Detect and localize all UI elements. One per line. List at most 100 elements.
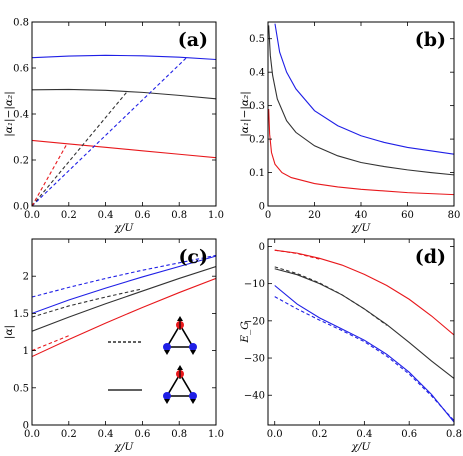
series-line-black-dashed — [274, 266, 388, 326]
x-tick-label: 0.6 — [134, 210, 150, 221]
figure-panels: 0.0 0.2 0.4 0.6 0.8 1.0 0.0 0.2 0.4 0.6 0.8 χ/U |α₁|… — [3, 18, 462, 454]
x-tick-label: 0.8 — [446, 429, 462, 440]
x-tick-label: 60 — [401, 210, 414, 221]
y-tick-label: 2 — [23, 272, 29, 283]
site-blue — [163, 343, 171, 351]
y-tick-label: 0.5 — [249, 34, 265, 45]
y-tick-label: 0.2 — [249, 135, 265, 146]
x-tick-label: 0.0 — [24, 210, 40, 221]
y-tick-label: −30 — [244, 354, 265, 365]
x-tick-label: 0.2 — [61, 429, 77, 440]
series-line-blue-solid — [32, 255, 216, 314]
triangle-outline — [165, 372, 195, 397]
spin-arrow-icon — [164, 399, 170, 404]
series-line-red-dashed — [274, 249, 320, 260]
series-line-blue-solid — [274, 285, 454, 423]
legend-solid-triangle-icon — [163, 365, 197, 404]
panel-c: 0.0 0.2 0.4 0.6 0.8 1.0 0 0.5 1 1.5 2 χ/U |α| (c) — [3, 238, 224, 453]
panel-label: (a) — [178, 29, 208, 51]
x-tick-label: 20 — [308, 210, 321, 221]
series-group — [268, 23, 454, 196]
series-line-black-solid — [32, 88, 216, 100]
y-axis-label: E_G — [239, 321, 251, 343]
site-blue — [163, 392, 171, 400]
legend — [108, 316, 197, 404]
series-line-red-solid — [32, 277, 216, 358]
series-line-blue-dashed — [32, 57, 187, 206]
series-line-blue-solid — [32, 54, 216, 61]
legend-dashed-triangle-icon — [163, 316, 197, 355]
y-tick-label: 0.2 — [13, 156, 29, 167]
x-tick-label: 0.6 — [401, 429, 417, 440]
x-tick-label: 0 — [265, 210, 271, 221]
y-axis-label: |α₁|−|α₂| — [3, 91, 16, 137]
y-tick-label: −10 — [244, 279, 265, 290]
y-tick-label: 0.6 — [13, 64, 29, 75]
series-line-red-dashed — [32, 335, 70, 352]
x-tick-label: 0.0 — [267, 429, 283, 440]
panel-label: (b) — [415, 29, 446, 51]
series-group — [32, 54, 216, 206]
y-tick-label: 1 — [23, 346, 29, 357]
spin-arrow-icon — [177, 365, 183, 370]
x-tick-label: 1.0 — [208, 429, 224, 440]
panel-d: 0.0 0.2 0.4 0.6 0.8 0 −10 −20 −30 −40 χ/U E_G (d) — [239, 238, 462, 453]
y-tick-label: 0.3 — [249, 101, 265, 112]
x-tick-label: 0.8 — [171, 210, 187, 221]
series-line-black-dashed — [32, 288, 143, 318]
y-tick-label: 0.0 — [13, 202, 29, 213]
triangle-outline — [165, 323, 195, 348]
x-tick-label: 0.6 — [134, 429, 150, 440]
x-tick-label: 1.0 — [208, 210, 224, 221]
x-axis-label: χ/U — [114, 441, 135, 453]
series-line-blue-dashed — [274, 296, 454, 421]
y-tick-label: 0.1 — [249, 168, 265, 179]
x-axis-label: χ/U — [351, 441, 372, 453]
x-tick-label: 40 — [355, 210, 368, 221]
series-group — [274, 249, 454, 423]
series-line-black-solid — [268, 25, 454, 176]
panel-label: (d) — [415, 246, 446, 268]
series-group — [32, 254, 216, 358]
spin-arrow-icon — [190, 350, 196, 355]
y-tick-label: 0 — [259, 242, 265, 253]
site-blue — [189, 343, 197, 351]
y-axis-label: |α₁|−|α₂| — [239, 91, 252, 137]
x-tick-label: 0.0 — [24, 429, 40, 440]
series-line-blue-solid — [274, 23, 454, 155]
panel-b: 0 20 40 60 80 0 0.1 0.2 0.3 0.4 0.5 χ/U |α₁|−|α₂| (b) — [239, 21, 461, 234]
y-tick-label: 1.5 — [13, 309, 29, 320]
spin-arrow-icon — [190, 399, 196, 404]
y-tick-label: 0 — [259, 202, 265, 213]
x-tick-label: 0.2 — [312, 429, 328, 440]
x-tick-label: 80 — [448, 210, 461, 221]
y-tick-label: −20 — [244, 316, 265, 327]
x-tick-label: 0.2 — [61, 210, 77, 221]
y-axis-label: |α| — [3, 325, 16, 339]
x-tick-label: 0.4 — [356, 429, 372, 440]
series-line-black-solid — [274, 268, 454, 379]
y-tick-label: 0.5 — [13, 383, 29, 394]
site-blue — [189, 392, 197, 400]
x-tick-label: 0.8 — [171, 429, 187, 440]
y-tick-label: 0.4 — [249, 68, 265, 79]
y-tick-label: 0.4 — [13, 110, 29, 121]
spin-arrow-icon — [164, 350, 170, 355]
panel-a: 0.0 0.2 0.4 0.6 0.8 1.0 0.0 0.2 0.4 0.6 0.8 χ/U |α₁|… — [3, 18, 224, 235]
plot-frame — [31, 238, 217, 426]
y-tick-label: −40 — [244, 391, 265, 402]
x-tick-label: 0.4 — [98, 210, 114, 221]
spin-arrow-icon — [177, 316, 183, 321]
panel-label: (c) — [178, 246, 208, 268]
series-line-black-solid — [32, 266, 216, 332]
series-line-red-solid — [268, 108, 454, 196]
x-tick-label: 0.4 — [98, 429, 114, 440]
series-line-blue-dashed — [32, 254, 216, 298]
x-axis-label: χ/U — [114, 222, 135, 234]
x-axis-label: χ/U — [351, 222, 372, 234]
y-tick-label: 0 — [23, 421, 29, 432]
series-line-black-dashed — [32, 90, 129, 206]
y-tick-label: 0.8 — [13, 18, 29, 29]
series-line-red-dashed — [32, 143, 68, 206]
